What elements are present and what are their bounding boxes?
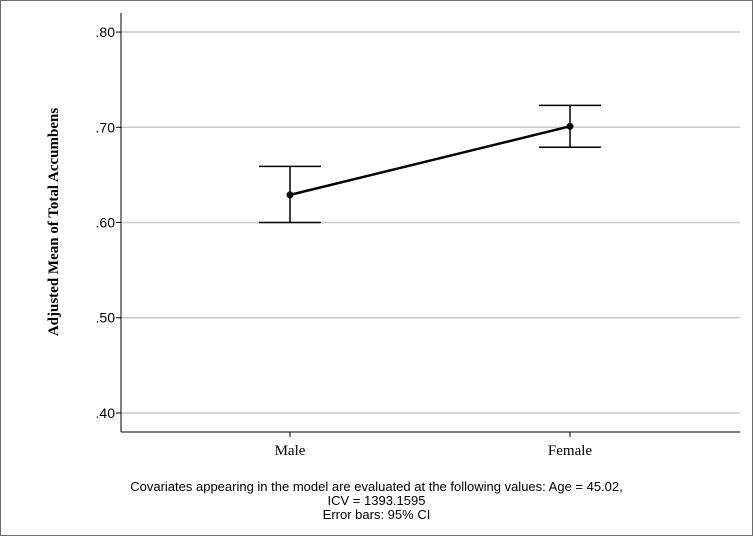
grid-lines	[121, 31, 740, 414]
y-tick-label: .50	[96, 310, 116, 326]
series-polyline	[289, 125, 571, 197]
x-tick-labels: Male Female	[275, 443, 593, 459]
y-tick-label: .40	[96, 405, 116, 421]
footnote-icv: ICV = 1393.1595	[327, 493, 426, 508]
y-axis-label: Adjusted Mean of Total Accumbens	[46, 108, 62, 337]
data-point	[286, 191, 294, 199]
y-tick-labels: .40 .50 .60 .70 .80	[96, 24, 116, 421]
y-tick-label: .60	[96, 215, 116, 231]
error-bars	[259, 104, 601, 224]
data-points	[286, 122, 574, 199]
y-tick-label: .80	[96, 24, 116, 40]
x-tick-label: Female	[548, 443, 592, 459]
axes	[116, 13, 740, 437]
series-line	[289, 125, 571, 197]
data-point	[566, 122, 574, 130]
footnote-covariates: Covariates appearing in the model are ev…	[130, 479, 623, 494]
y-tick-label: .70	[96, 119, 116, 135]
footnote-error-bars: Error bars: 95% CI	[322, 507, 431, 522]
x-tick-label: Male	[275, 443, 306, 459]
